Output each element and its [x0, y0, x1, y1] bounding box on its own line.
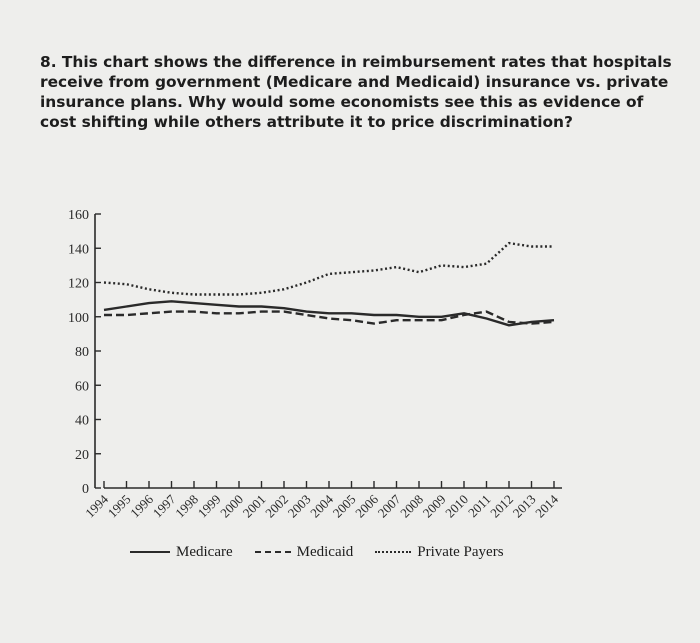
x-tick-label-2008: 2008 [397, 492, 426, 521]
y-tick-label-140: 140 [68, 242, 89, 257]
legend-swatch-medicare [130, 551, 170, 553]
x-tick-label-2005: 2005 [330, 492, 359, 521]
chart-legend: Medicare Medicaid Private Payers [130, 541, 526, 563]
legend-item-private-payers: Private Payers [375, 543, 504, 561]
legend-label-private-payers: Private Payers [417, 543, 504, 560]
legend-swatch-private-payers [375, 551, 412, 553]
x-tick-label-2009: 2009 [420, 492, 449, 521]
y-tick-label-80: 80 [75, 345, 89, 360]
x-tick-label-2013: 2013 [510, 492, 539, 521]
y-tick-label-20: 20 [75, 448, 89, 463]
x-tick-label-1998: 1998 [172, 492, 201, 521]
x-tick-label-1997: 1997 [150, 491, 179, 520]
x-tick-label-2007: 2007 [375, 491, 404, 520]
x-tick-label-2010: 2010 [442, 492, 471, 521]
legend-swatch-medicaid [254, 551, 291, 553]
x-tick-label-2000: 2000 [217, 492, 246, 521]
x-tick-label-2014: 2014 [532, 491, 561, 520]
x-tick-label-2012: 2012 [487, 492, 516, 521]
legend-label-medicaid: Medicaid [296, 543, 354, 560]
question-text: 8. This chart shows the difference in re… [40, 53, 672, 131]
y-tick-label-40: 40 [75, 414, 89, 429]
legend-label-medicare: Medicare [176, 543, 233, 560]
series-line-medicare [103, 300, 555, 327]
legend-item-medicare: Medicare [130, 544, 233, 561]
x-tick-label-2001: 2001 [240, 492, 269, 521]
line-chart: 0 20 40 60 80 100 120 140 160 1994 1995 1996 1997 199… [0, 190, 700, 590]
x-tick-label-1996: 1996 [127, 491, 156, 520]
chart-axes: 0204060801001201401601994199519961997199… [68, 208, 562, 521]
x-tick-label-2006: 2006 [352, 491, 381, 520]
y-tick-label-0: 0 [82, 482, 89, 497]
series-line-private-payers [103, 241, 554, 296]
series-line-medicaid [104, 310, 555, 325]
x-tick-label-2003: 2003 [285, 492, 314, 521]
x-tick-label-1995: 1995 [105, 492, 134, 521]
x-tick-label-2011: 2011 [465, 492, 494, 521]
y-tick-label-60: 60 [75, 379, 89, 394]
y-tick-label-100: 100 [68, 311, 89, 326]
chart-series [103, 241, 555, 327]
y-tick-label-120: 120 [68, 277, 89, 292]
x-tick-label-1999: 1999 [195, 492, 224, 521]
legend-item-medicaid: Medicaid [254, 543, 354, 561]
x-tick-label-2002: 2002 [262, 492, 291, 521]
y-tick-label-160: 160 [68, 208, 89, 223]
x-tick-label-2004: 2004 [307, 491, 336, 520]
chart-svg: 0204060801001201401601994199519961997199… [68, 208, 562, 521]
